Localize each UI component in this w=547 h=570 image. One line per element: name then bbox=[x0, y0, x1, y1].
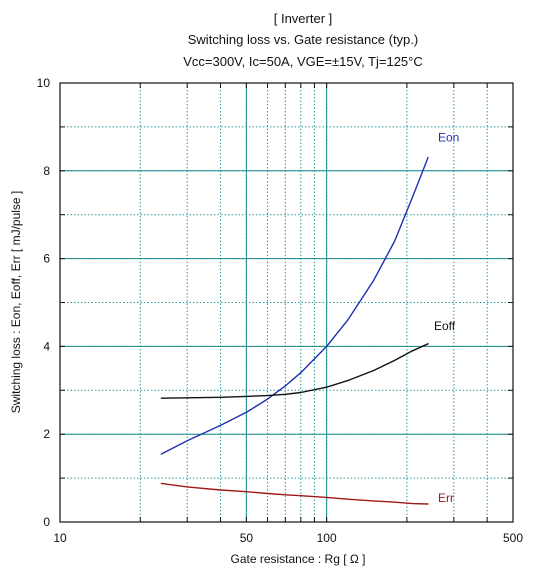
y-tick-label-8: 8 bbox=[43, 164, 50, 178]
x-tick-label-50: 50 bbox=[240, 531, 254, 545]
series-line-err bbox=[160, 482, 429, 505]
series-label-eon: Eon bbox=[438, 131, 459, 145]
chart-title-line-2: Switching loss vs. Gate resistance (typ.… bbox=[188, 32, 418, 47]
x-tick-label-500: 500 bbox=[503, 531, 523, 545]
y-tick-label-2: 2 bbox=[43, 427, 50, 441]
gridlines bbox=[60, 83, 513, 522]
y-axis-label: Switching loss : Eon, Eoff, Err [ mJ/pul… bbox=[9, 191, 23, 414]
x-axis-label: Gate resistance : Rg [ Ω ] bbox=[230, 552, 365, 566]
y-tick-label-10: 10 bbox=[37, 76, 51, 90]
series-line-eon bbox=[160, 156, 429, 455]
tick-labels: 10 50 100 500 0 2 4 6 8 10 bbox=[37, 76, 524, 545]
chart-title-line-1: [ Inverter ] bbox=[274, 11, 333, 26]
y-tick-label-4: 4 bbox=[43, 339, 50, 353]
x-tick-label-10: 10 bbox=[53, 531, 67, 545]
x-tick-label-100: 100 bbox=[317, 531, 337, 545]
tick-marks bbox=[60, 83, 513, 522]
series-labels: Eon Eoff Err bbox=[434, 131, 459, 505]
series-label-eoff: Eoff bbox=[434, 319, 456, 333]
y-tick-label-0: 0 bbox=[43, 515, 50, 529]
series-group bbox=[160, 156, 429, 505]
chart-title-line-3: Vcc=300V, Ic=50A, VGE=±15V, Tj=125°C bbox=[183, 54, 423, 69]
series-label-err: Err bbox=[438, 491, 454, 505]
y-tick-label-6: 6 bbox=[43, 252, 50, 266]
series-line-eoff bbox=[160, 343, 429, 399]
